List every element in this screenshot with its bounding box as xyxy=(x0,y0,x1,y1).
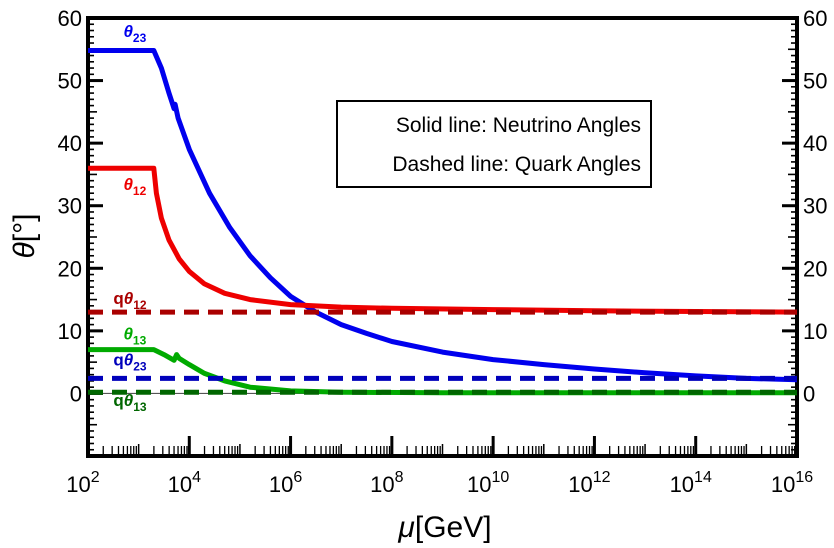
y-tick-label-right: 10 xyxy=(803,319,827,344)
neutrino-theta23-line xyxy=(88,48,798,383)
y-tick-label-right: 40 xyxy=(803,131,827,156)
x-tick-label: 104 xyxy=(168,469,201,497)
quark-theta23-label: qθ23 xyxy=(113,350,147,373)
neutrino-theta12-label: θ12 xyxy=(123,175,146,198)
y-axis-symbol: θ xyxy=(8,241,41,258)
x-tick-label: 1012 xyxy=(568,469,610,497)
y-tick-label-right: 0 xyxy=(803,381,815,406)
neutrino-theta23-label: θ23 xyxy=(123,22,146,45)
y-tick-label-left: 20 xyxy=(58,256,82,281)
neutrino-theta13-line xyxy=(88,347,797,396)
x-tick-label: 102 xyxy=(66,469,99,497)
neutrino-theta12-line xyxy=(88,165,798,315)
y-axis-unit: [°] xyxy=(8,214,41,243)
x-axis-unit: [GeV] xyxy=(415,511,492,544)
legend-solid-line: Solid line: Neutrino Angles xyxy=(396,114,641,137)
quark-theta13-label: qθ13 xyxy=(113,391,147,414)
legend-box: Solid line: Neutrino Angles Dashed line:… xyxy=(336,100,652,188)
series-layer xyxy=(88,48,798,396)
y-tick-label-right: 30 xyxy=(803,194,827,219)
x-axis-title: μ[GeV] xyxy=(397,511,491,544)
y-tick-label-left: 40 xyxy=(58,131,82,156)
legend-dashed-line: Dashed line: Quark Angles xyxy=(392,153,641,176)
neutrino-theta13-label: θ13 xyxy=(123,325,146,348)
y-tick-label-right: 50 xyxy=(803,69,827,94)
y-tick-label-left: 60 xyxy=(58,6,82,31)
x-tick-label: 1016 xyxy=(771,469,813,497)
legend-frame xyxy=(336,100,652,188)
x-tick-label: 108 xyxy=(370,469,403,497)
x-tick-label: 1014 xyxy=(670,469,712,497)
y-tick-label-left: 10 xyxy=(58,319,82,344)
x-tick-label: 1010 xyxy=(467,469,509,497)
y-tick-label-left: 30 xyxy=(58,194,82,219)
y-axis-title: θ[°] xyxy=(8,214,41,259)
y-tick-label-left: 50 xyxy=(58,69,82,94)
y-tick-label-left: 0 xyxy=(70,381,82,406)
x-tick-label: 106 xyxy=(269,469,302,497)
quark-theta12-label: qθ12 xyxy=(113,289,147,312)
y-tick-label-right: 20 xyxy=(803,256,827,281)
x-axis-symbol: μ xyxy=(397,511,414,544)
y-tick-label-right: 60 xyxy=(803,6,827,31)
